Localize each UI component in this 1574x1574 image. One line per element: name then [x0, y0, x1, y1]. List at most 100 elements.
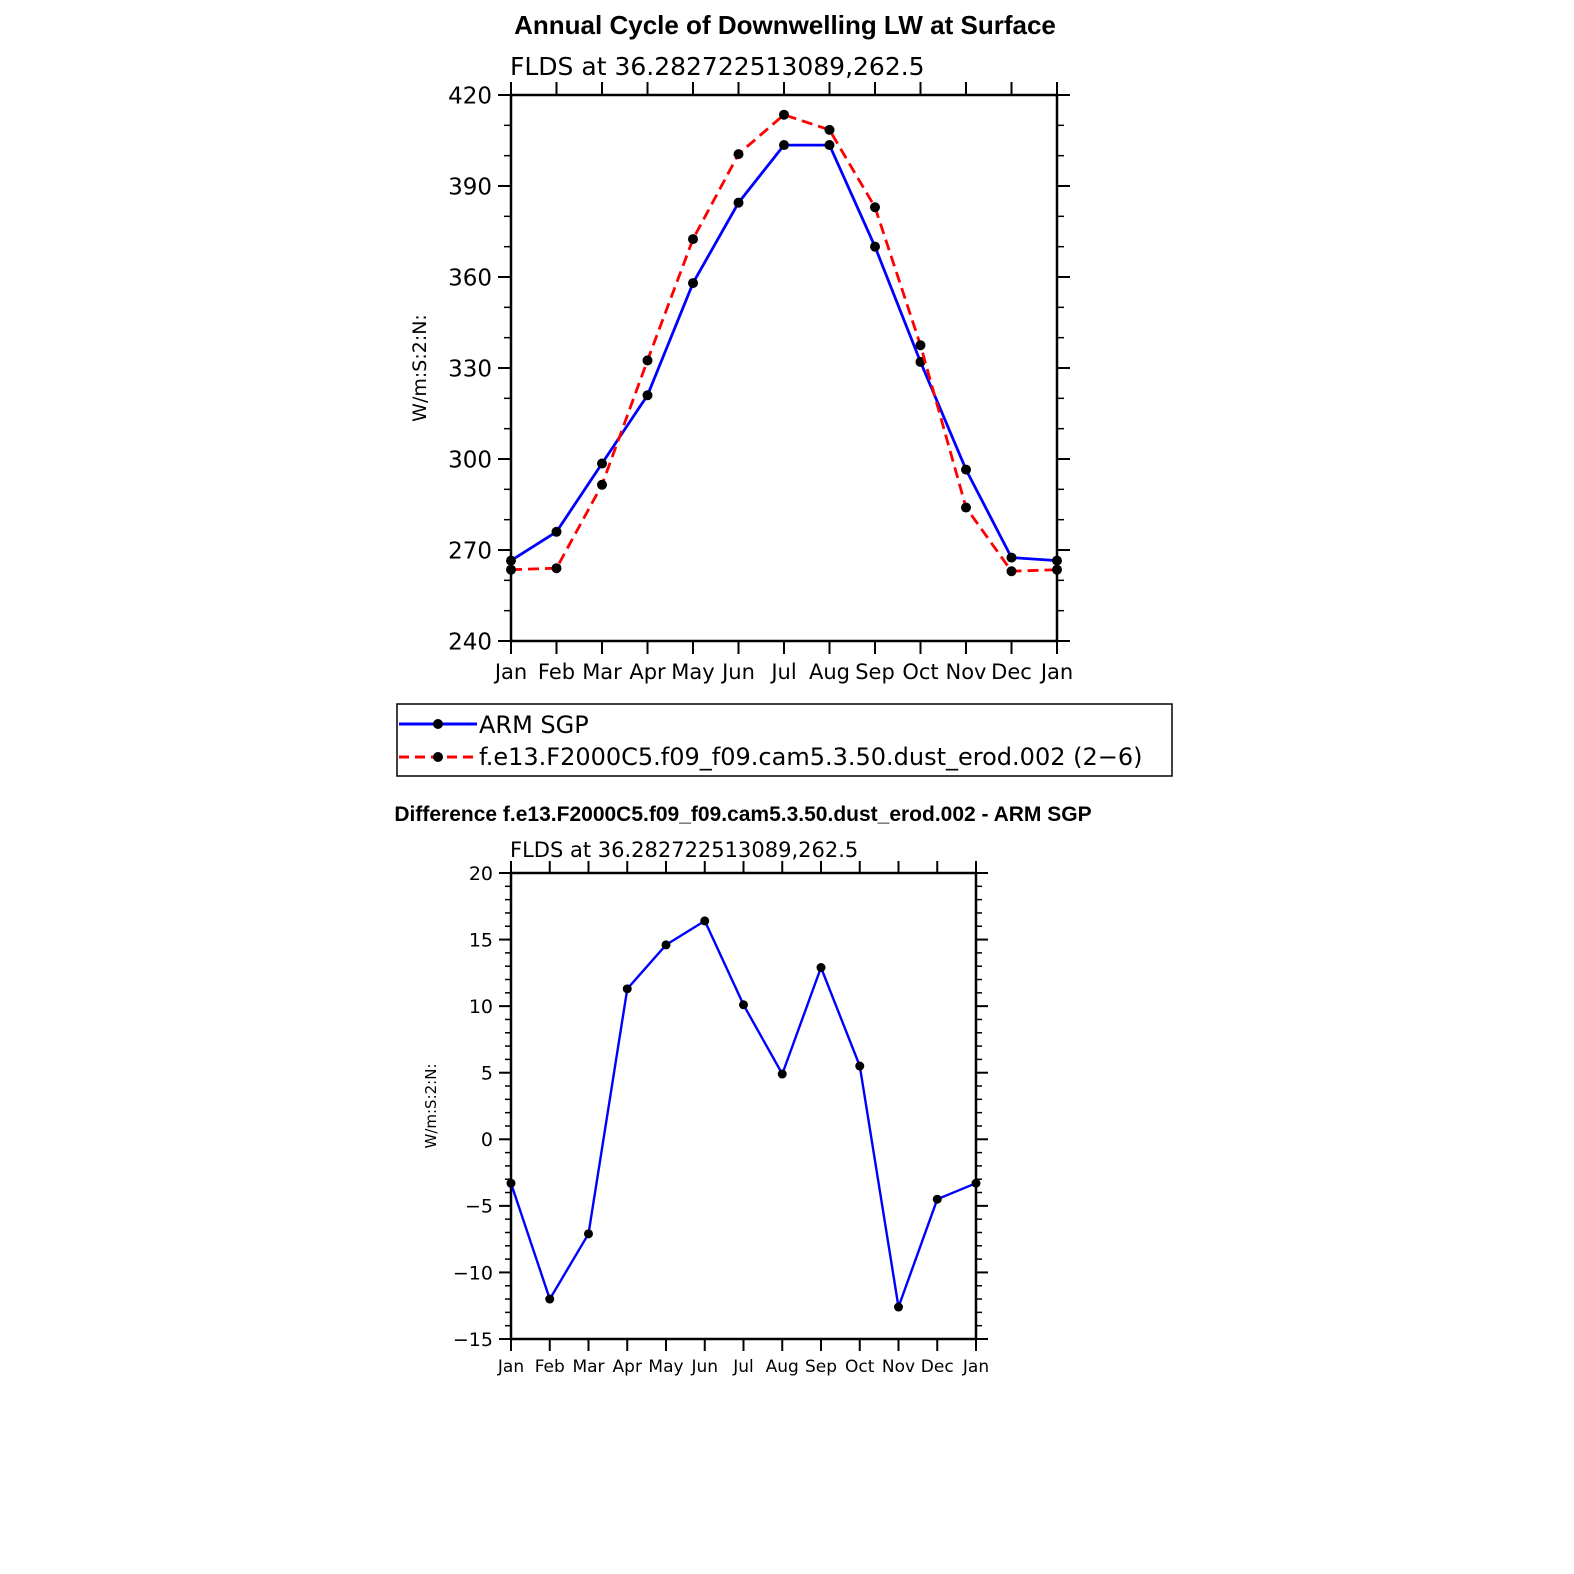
x-tick-label: Mar — [582, 660, 622, 684]
data-point — [622, 984, 632, 994]
data-point — [971, 1178, 981, 1188]
chart-title: Difference f.e13.F2000C5.f09_f09.cam5.3.… — [394, 803, 1091, 826]
data-point — [1052, 564, 1062, 575]
data-point — [733, 197, 744, 208]
y-tick-label: 390 — [448, 174, 492, 200]
plot-marks — [506, 916, 981, 1312]
data-point — [597, 458, 607, 469]
x-tick-label: Jan — [493, 660, 527, 684]
series-line-1 — [510, 113, 1058, 573]
data-point — [961, 464, 971, 475]
data-point — [1052, 555, 1062, 566]
data-point — [506, 564, 516, 575]
x-tick-label: Dec — [921, 1357, 954, 1377]
y-tick-label: −15 — [453, 1329, 493, 1351]
y-tick-label: 240 — [448, 629, 492, 655]
x-tick-label: Apr — [613, 1357, 642, 1377]
series-line-0 — [509, 919, 977, 1309]
x-tick-label: Feb — [535, 1357, 565, 1377]
x-tick-label: Sep — [805, 1357, 837, 1377]
y-tick-label: 300 — [448, 447, 492, 473]
x-tick-label: Oct — [902, 660, 938, 684]
data-point — [642, 355, 653, 366]
annual-cycle-chart: Annual Cycle of Downwelling LW at Surfac… — [396, 10, 1173, 777]
data-point — [733, 149, 744, 160]
data-point — [915, 356, 926, 367]
data-point — [597, 479, 607, 490]
plot-axes: Jan Feb Mar Apr May Jun Jul Aug Sep Oct Nov Dec Jan−… — [453, 861, 989, 1377]
data-point — [1006, 552, 1017, 563]
y-tick-label: −10 — [453, 1262, 493, 1284]
y-tick-label: 420 — [448, 83, 492, 109]
data-point — [551, 563, 562, 574]
x-tick-label: Feb — [538, 660, 575, 684]
data-point — [1006, 566, 1017, 577]
x-tick-label: Nov — [946, 660, 987, 684]
plot-marks — [506, 109, 1062, 577]
data-point — [855, 1061, 865, 1071]
series-line-0 — [510, 143, 1058, 562]
data-point — [870, 241, 880, 252]
data-point — [870, 202, 880, 213]
legend-label-arm-sgp: ARM SGP — [479, 711, 589, 739]
data-point — [506, 1178, 516, 1188]
data-point — [779, 140, 789, 151]
x-tick-label: Jun — [720, 660, 755, 684]
data-point — [688, 234, 698, 245]
chart-subtitle: FLDS at 36.282722513089,262.5 — [510, 52, 925, 81]
plot-frame — [509, 93, 1059, 643]
legend-marker-model — [433, 752, 443, 762]
x-tick-label: Dec — [991, 660, 1032, 684]
x-tick-label: Jun — [690, 1357, 718, 1377]
chart-title: Annual Cycle of Downwelling LW at Surfac… — [514, 10, 1056, 40]
data-point — [545, 1294, 555, 1304]
data-point — [584, 1229, 593, 1239]
plot-frame — [509, 871, 978, 1341]
legend: ARM SGP f.e13.F2000C5.f09_f09.cam5.3.50.… — [396, 703, 1173, 777]
y-tick-label: 10 — [469, 996, 493, 1018]
data-point — [932, 1194, 942, 1204]
x-tick-label: Aug — [766, 1357, 799, 1377]
x-tick-label: Nov — [882, 1357, 915, 1377]
x-tick-label: Jan — [497, 1357, 524, 1377]
legend-label-model: f.e13.F2000C5.f09_f09.cam5.3.50.dust_ero… — [479, 743, 1142, 771]
y-tick-label: 270 — [448, 538, 492, 564]
y-tick-label: 15 — [469, 929, 493, 951]
x-tick-label: Jan — [962, 1357, 989, 1377]
data-point — [961, 502, 971, 513]
data-point — [824, 124, 835, 135]
data-point — [642, 390, 653, 401]
x-tick-label: Jul — [732, 1357, 754, 1377]
data-point — [816, 963, 826, 973]
data-point — [661, 940, 671, 950]
x-tick-label: Jan — [1039, 660, 1073, 684]
data-point — [824, 140, 835, 151]
difference-chart: Difference f.e13.F2000C5.f09_f09.cam5.3.… — [394, 803, 1091, 1377]
y-tick-label: 20 — [469, 863, 493, 885]
legend-marker-arm-sgp — [433, 719, 443, 729]
x-tick-label: Jul — [769, 660, 796, 684]
x-tick-label: Sep — [855, 660, 895, 684]
y-axis-label: W/m:S:2:N: — [409, 314, 431, 422]
data-point — [777, 1069, 787, 1079]
data-point — [915, 340, 926, 351]
y-tick-label: 330 — [448, 356, 492, 382]
y-tick-label: 0 — [481, 1129, 493, 1151]
data-point — [551, 526, 562, 537]
y-tick-label: 360 — [448, 265, 492, 291]
y-axis-label: W/m:S:2:N: — [422, 1064, 440, 1149]
data-point — [739, 1000, 748, 1010]
x-tick-label: Mar — [572, 1357, 604, 1377]
data-point — [688, 278, 698, 289]
x-tick-label: Aug — [809, 660, 850, 684]
plot-axes: Jan Feb Mar Apr May Jun Jul Aug Sep Oct Nov Dec Jan2… — [448, 82, 1073, 684]
x-tick-label: May — [648, 1357, 683, 1377]
x-tick-label: Apr — [629, 660, 666, 684]
legend-box — [396, 703, 1173, 777]
chart-subtitle: FLDS at 36.282722513089,262.5 — [510, 838, 858, 862]
data-point — [779, 109, 789, 120]
data-point — [700, 916, 710, 926]
data-point — [506, 555, 516, 566]
x-tick-label: Oct — [845, 1357, 875, 1377]
